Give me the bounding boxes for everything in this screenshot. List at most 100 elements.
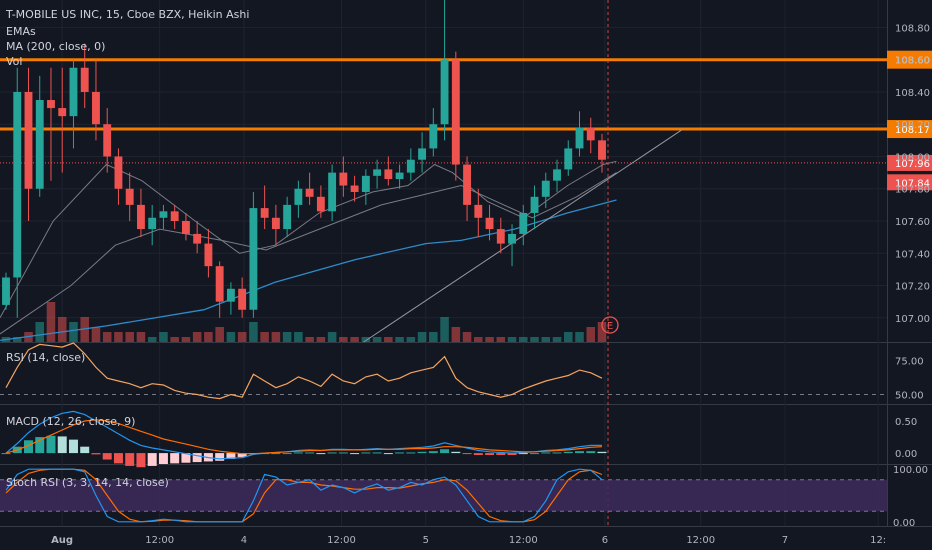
candle-body <box>103 124 112 157</box>
volume-bar <box>271 332 281 342</box>
candle-body <box>260 208 269 218</box>
volume-bar <box>462 332 472 342</box>
volume-bar <box>451 327 461 342</box>
volume-bar <box>563 332 573 342</box>
macd-histogram-bar <box>338 452 348 454</box>
candle-body <box>598 140 606 160</box>
indicator-vol-label[interactable]: Vol <box>6 55 22 68</box>
candle-body <box>575 127 584 149</box>
price-tick-label: 107.40 <box>895 249 930 260</box>
sub-panels <box>0 342 887 523</box>
volume-bar <box>372 337 382 342</box>
macd-histogram-bar <box>215 453 225 461</box>
macd-histogram-bar <box>1 453 11 455</box>
time-tick-label: 12: <box>870 535 886 546</box>
earnings-icon: E <box>607 321 613 332</box>
macd-histogram-bar <box>575 451 585 454</box>
macd-histogram-bar <box>181 453 191 463</box>
volume-bar <box>192 332 202 342</box>
volume-bar <box>215 327 224 342</box>
time-tick-label: 7 <box>782 535 788 546</box>
level-tag-label: 108.17 <box>895 125 930 136</box>
candle-body <box>395 172 404 180</box>
volume-bar <box>552 337 562 342</box>
candle-body <box>193 233 202 244</box>
macd-histogram-bar <box>473 453 483 456</box>
price-tick-label: 108.20 <box>895 120 930 131</box>
macd-histogram-bar <box>23 440 33 454</box>
candle-body <box>80 67 89 92</box>
time-tick-label: 6 <box>602 535 608 546</box>
volume-bar <box>249 322 258 342</box>
candle-body <box>226 288 235 302</box>
candle-body <box>170 211 179 222</box>
time-tick-label: 5 <box>423 535 429 546</box>
volume-bar <box>69 322 78 342</box>
macd-histogram-bar <box>350 453 360 455</box>
macd-histogram-bar <box>46 435 56 454</box>
macd-histogram-bar <box>91 453 101 455</box>
macd-histogram-bar <box>395 452 405 454</box>
macd-histogram-bar <box>361 452 371 454</box>
macd-histogram-bar <box>125 453 135 466</box>
rsi-title[interactable]: RSI (14, close) <box>6 351 85 364</box>
price-tag-label: 107.96 <box>895 159 930 170</box>
stoch-title[interactable]: Stoch RSI (3, 3, 14, 14, close) <box>6 476 169 489</box>
price-tick-label: 108.00 <box>895 152 930 163</box>
time-tick-label: 12:00 <box>327 535 356 546</box>
stoch-tick-label: 100.00 <box>893 465 928 476</box>
volume-bar <box>350 337 359 342</box>
volume-bar <box>226 332 236 342</box>
rsi-line <box>5 342 603 400</box>
macd-histogram-bar <box>136 453 146 468</box>
time-tick-label: 12:00 <box>509 535 538 546</box>
level-tag <box>887 50 932 69</box>
candle-body <box>294 188 303 205</box>
volume-bar <box>136 332 146 342</box>
stoch-band <box>0 479 887 512</box>
macd-title[interactable]: MACD (12, 26, close, 9) <box>6 415 135 428</box>
earnings-marker[interactable]: E <box>601 316 619 334</box>
volume-bar <box>305 337 314 342</box>
time-tick-label: 12:00 <box>145 535 174 546</box>
candlesticks <box>2 0 606 318</box>
macd-histogram-bar <box>563 451 573 454</box>
symbol-title[interactable]: T-MOBILE US INC, 15, Cboe BZX, Heikin As… <box>5 8 249 21</box>
candle-body <box>440 59 449 125</box>
candle-body <box>238 288 247 310</box>
volume-bar <box>181 337 191 342</box>
stoch-tick-label: 0.00 <box>893 518 915 529</box>
stoch-d-line <box>5 468 603 523</box>
time-tick-label: 4 <box>241 535 247 546</box>
macd-histogram-bar <box>541 452 551 454</box>
candle-body <box>564 148 573 170</box>
volume-bar <box>125 332 134 342</box>
indicator-ma-label[interactable]: MA (200, close, 0) <box>6 40 105 53</box>
price-tick-label: 107.80 <box>895 185 930 196</box>
candle-body <box>35 100 44 189</box>
candle-body <box>553 169 561 181</box>
macd-histogram-bar <box>406 452 416 454</box>
volume-bars <box>1 302 607 342</box>
legend: T-MOBILE US INC, 15, Cboe BZX, Heikin As… <box>5 8 249 68</box>
earnings-circle <box>601 316 619 334</box>
candle-body <box>496 229 505 244</box>
price-tag <box>887 154 932 171</box>
candle-body <box>249 208 258 310</box>
candle-body <box>361 175 370 192</box>
candle-body <box>485 217 494 230</box>
indicator-ema-label[interactable]: EMAs <box>6 25 36 38</box>
volume-bar <box>361 337 371 342</box>
volume-bar <box>316 337 326 342</box>
candle-body <box>586 127 595 141</box>
macd-histogram-bar <box>383 453 393 455</box>
volume-bar <box>102 332 112 342</box>
candle-body <box>204 243 213 267</box>
volume-bar <box>57 317 67 342</box>
candle-body <box>181 221 190 234</box>
macd-tick-label: 0.00 <box>895 449 917 460</box>
price-tick-label: 107.00 <box>895 314 930 325</box>
macd-histogram-bar <box>293 452 303 454</box>
